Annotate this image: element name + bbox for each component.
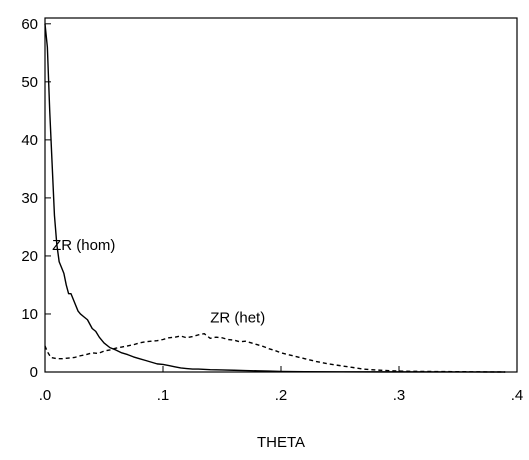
series-annotation: ZR (hom) (52, 237, 115, 254)
y-tick-label: 40 (21, 132, 38, 149)
x-tick-label: .1 (157, 387, 170, 404)
y-tick-label: 50 (21, 74, 38, 91)
series-annotations: ZR (hom) ZR (het) (52, 237, 265, 327)
x-tick-label: .3 (393, 387, 406, 404)
x-axis-ticks: .0 .1 .2 .3 .4 (39, 366, 524, 404)
plot-frame (44, 17, 518, 373)
y-axis-ticks: 0 10 20 30 40 50 60 (21, 16, 51, 381)
series-annotation: ZR (het) (210, 310, 265, 327)
x-axis-label: THETA (257, 434, 305, 451)
y-tick-label: 10 (21, 306, 38, 323)
x-tick-label: .0 (39, 387, 52, 404)
series-line-hom (44, 23, 506, 373)
series-line-het (44, 333, 506, 373)
x-tick-label: .2 (275, 387, 288, 404)
y-tick-label: 0 (30, 364, 38, 381)
y-tick-label: 30 (21, 190, 38, 207)
y-tick-label: 20 (21, 248, 38, 265)
series-layer (44, 23, 506, 373)
x-tick-label: .4 (511, 387, 524, 404)
y-tick-label: 60 (21, 16, 38, 33)
